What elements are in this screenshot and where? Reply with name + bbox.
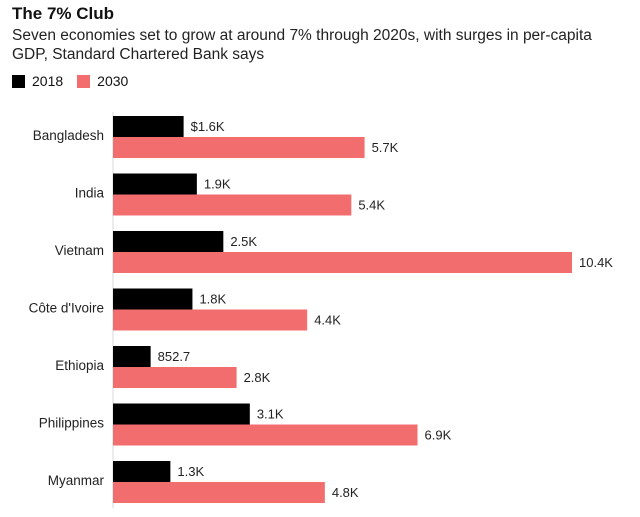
- legend-item-2030: 2030: [77, 73, 128, 89]
- legend-label-2030: 2030: [97, 73, 129, 89]
- bar-2030-ethiopia: [113, 367, 237, 388]
- value-label-2030-bangladesh: 5.7K: [372, 140, 399, 155]
- value-label-2030-vietnam: 10.4K: [579, 255, 613, 270]
- value-label-2018-co-te-d-ivoire: 1.8K: [199, 292, 226, 307]
- category-label-philippines: Philippines: [39, 416, 105, 431]
- bar-2030-india: [113, 194, 352, 216]
- legend-label-2018: 2018: [32, 73, 64, 89]
- bar-2018-co-te-d-ivoire: [113, 288, 193, 310]
- chart-title: The 7% Club: [12, 4, 115, 23]
- value-label-2018-bangladesh: $1.6K: [191, 119, 225, 134]
- value-label-2030-co-te-d-ivoire: 4.4K: [314, 313, 341, 328]
- bar-2018-bangladesh: [113, 116, 184, 137]
- value-label-2018-myanmar: 1.3K: [177, 464, 204, 479]
- bar-2018-philippines: [113, 403, 250, 425]
- category-label-ethiopia: Ethiopia: [55, 358, 104, 373]
- category-label-co-te-d-ivoire: Côte d'Ivoire: [29, 301, 104, 316]
- category-label-myanmar: Myanmar: [48, 473, 105, 488]
- bar-2030-bangladesh: [113, 137, 365, 158]
- value-label-2030-myanmar: 4.8K: [332, 485, 359, 500]
- bar-2018-india: [113, 173, 197, 195]
- value-label-2018-ethiopia: 852.7: [158, 349, 191, 364]
- value-label-2018-vietnam: 2.5K: [230, 234, 257, 249]
- category-label-bangladesh: Bangladesh: [33, 128, 104, 143]
- legend-item-2018: 2018: [12, 73, 63, 89]
- bar-2030-philippines: [113, 424, 418, 446]
- legend-swatch-2030: [77, 74, 91, 88]
- category-label-vietnam: Vietnam: [55, 243, 104, 258]
- bar-2030-vietnam: [113, 252, 572, 273]
- value-label-2030-india: 5.4K: [358, 198, 385, 213]
- value-label-2030-ethiopia: 2.8K: [244, 370, 271, 385]
- bar-2018-vietnam: [113, 231, 224, 252]
- value-label-2030-philippines: 6.9K: [425, 428, 452, 443]
- bar-2018-myanmar: [113, 461, 171, 482]
- chart-subtitle: Seven economies set to grow at around 7%…: [12, 27, 592, 63]
- legend: 2018 2030: [12, 73, 142, 89]
- category-label-india: India: [75, 186, 105, 201]
- bar-2018-ethiopia: [113, 346, 151, 367]
- legend-swatch-2018: [12, 74, 25, 88]
- bar-2030-co-te-d-ivoire: [113, 309, 308, 331]
- bar-2030-myanmar: [113, 482, 325, 503]
- value-label-2018-india: 1.9K: [204, 177, 231, 192]
- value-label-2018-philippines: 3.1K: [257, 407, 284, 422]
